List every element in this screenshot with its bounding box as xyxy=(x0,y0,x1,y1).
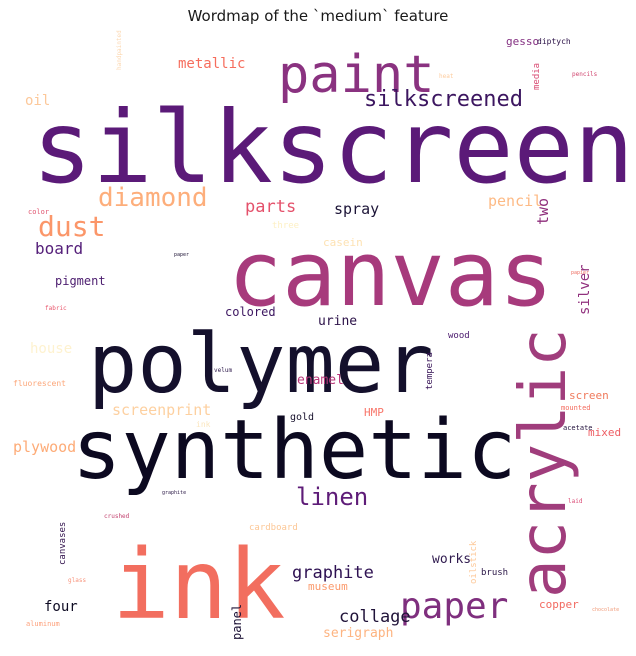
word-aluminum: aluminum xyxy=(26,620,60,628)
word-velum: velum xyxy=(214,367,232,374)
word-crushed: crushed xyxy=(104,513,130,520)
word-silkscreened: silkscreened xyxy=(364,87,523,112)
word-oilstick: oilstick xyxy=(469,540,479,584)
word-fluorescent: fluorescent xyxy=(13,379,66,388)
word-hmp: HMP xyxy=(364,406,384,419)
word-media: media xyxy=(532,63,542,90)
word-three: three xyxy=(272,221,299,231)
word-graphite2: graphite xyxy=(162,490,186,496)
word-screen: screen xyxy=(569,389,609,402)
word-glass: glass xyxy=(68,577,86,584)
word-paper2: paper xyxy=(174,252,189,258)
word-serigraph: serigraph xyxy=(323,626,393,641)
word-mixed: mixed xyxy=(588,426,621,439)
word-diptych: diptych xyxy=(537,37,571,46)
word-copper: copper xyxy=(539,598,579,611)
word-ink: ink xyxy=(112,529,285,641)
word-papier: papier xyxy=(571,270,589,276)
word-ink2: ink xyxy=(196,420,211,429)
word-linen: linen xyxy=(296,483,368,511)
word-silkscreen: silkscreen xyxy=(32,89,634,206)
word-enamel: enamel xyxy=(297,373,344,388)
word-graphite: graphite xyxy=(292,563,374,583)
word-house: house xyxy=(30,341,72,357)
word-casein: casein xyxy=(323,236,363,249)
word-works: works xyxy=(432,552,471,567)
word-plywood: plywood xyxy=(13,438,76,456)
word-board: board xyxy=(35,239,83,258)
word-collage: collage xyxy=(339,607,411,627)
word-tempera: tempera xyxy=(425,352,435,390)
word-heat: heat xyxy=(439,73,454,80)
word-panel: panel xyxy=(230,604,244,640)
word-parts: parts xyxy=(245,197,296,217)
word-wood: wood xyxy=(448,331,470,341)
word-paint: paint xyxy=(278,45,435,105)
word-colored: colored xyxy=(225,305,276,319)
word-chocolate: chocolate xyxy=(592,607,619,613)
word-polymer: polymer xyxy=(88,317,434,412)
word-handpainted: handpainted xyxy=(116,30,123,70)
word-acetate: acetate xyxy=(563,424,593,432)
word-brush: brush xyxy=(481,568,508,578)
word-pigment: pigment xyxy=(55,274,106,288)
word-urine: urine xyxy=(318,314,357,329)
word-screenprint: screenprint xyxy=(112,401,211,419)
word-acrylic: acrylic xyxy=(507,328,581,598)
chart-title: Wordmap of the `medium` feature xyxy=(187,7,449,25)
word-cardboard: cardboard xyxy=(249,523,298,533)
word-canvas: canvas xyxy=(228,222,553,327)
word-dust: dust xyxy=(38,210,105,243)
word-gold: gold xyxy=(290,412,314,423)
word-mounted: mounted xyxy=(561,404,591,412)
word-canvases: canvases xyxy=(58,522,68,565)
word-metallic: metallic xyxy=(178,56,245,72)
word-fabric: fabric xyxy=(45,305,67,312)
word-laid: laid xyxy=(568,498,583,505)
word-diamond: diamond xyxy=(98,183,208,213)
word-synthetic: synthetic xyxy=(72,403,516,498)
word-pencil: pencil xyxy=(488,192,542,210)
word-paper: paper xyxy=(400,586,508,627)
word-oil: oil xyxy=(25,93,50,109)
word-pencils: pencils xyxy=(572,71,598,78)
word-silver: silver xyxy=(577,264,593,315)
word-spray: spray xyxy=(334,200,379,218)
word-gesso: gesso xyxy=(506,35,539,48)
word-museum: museum xyxy=(308,580,348,593)
word-four: four xyxy=(44,599,78,615)
word-two: two xyxy=(534,198,552,225)
word-color: color xyxy=(28,208,49,216)
